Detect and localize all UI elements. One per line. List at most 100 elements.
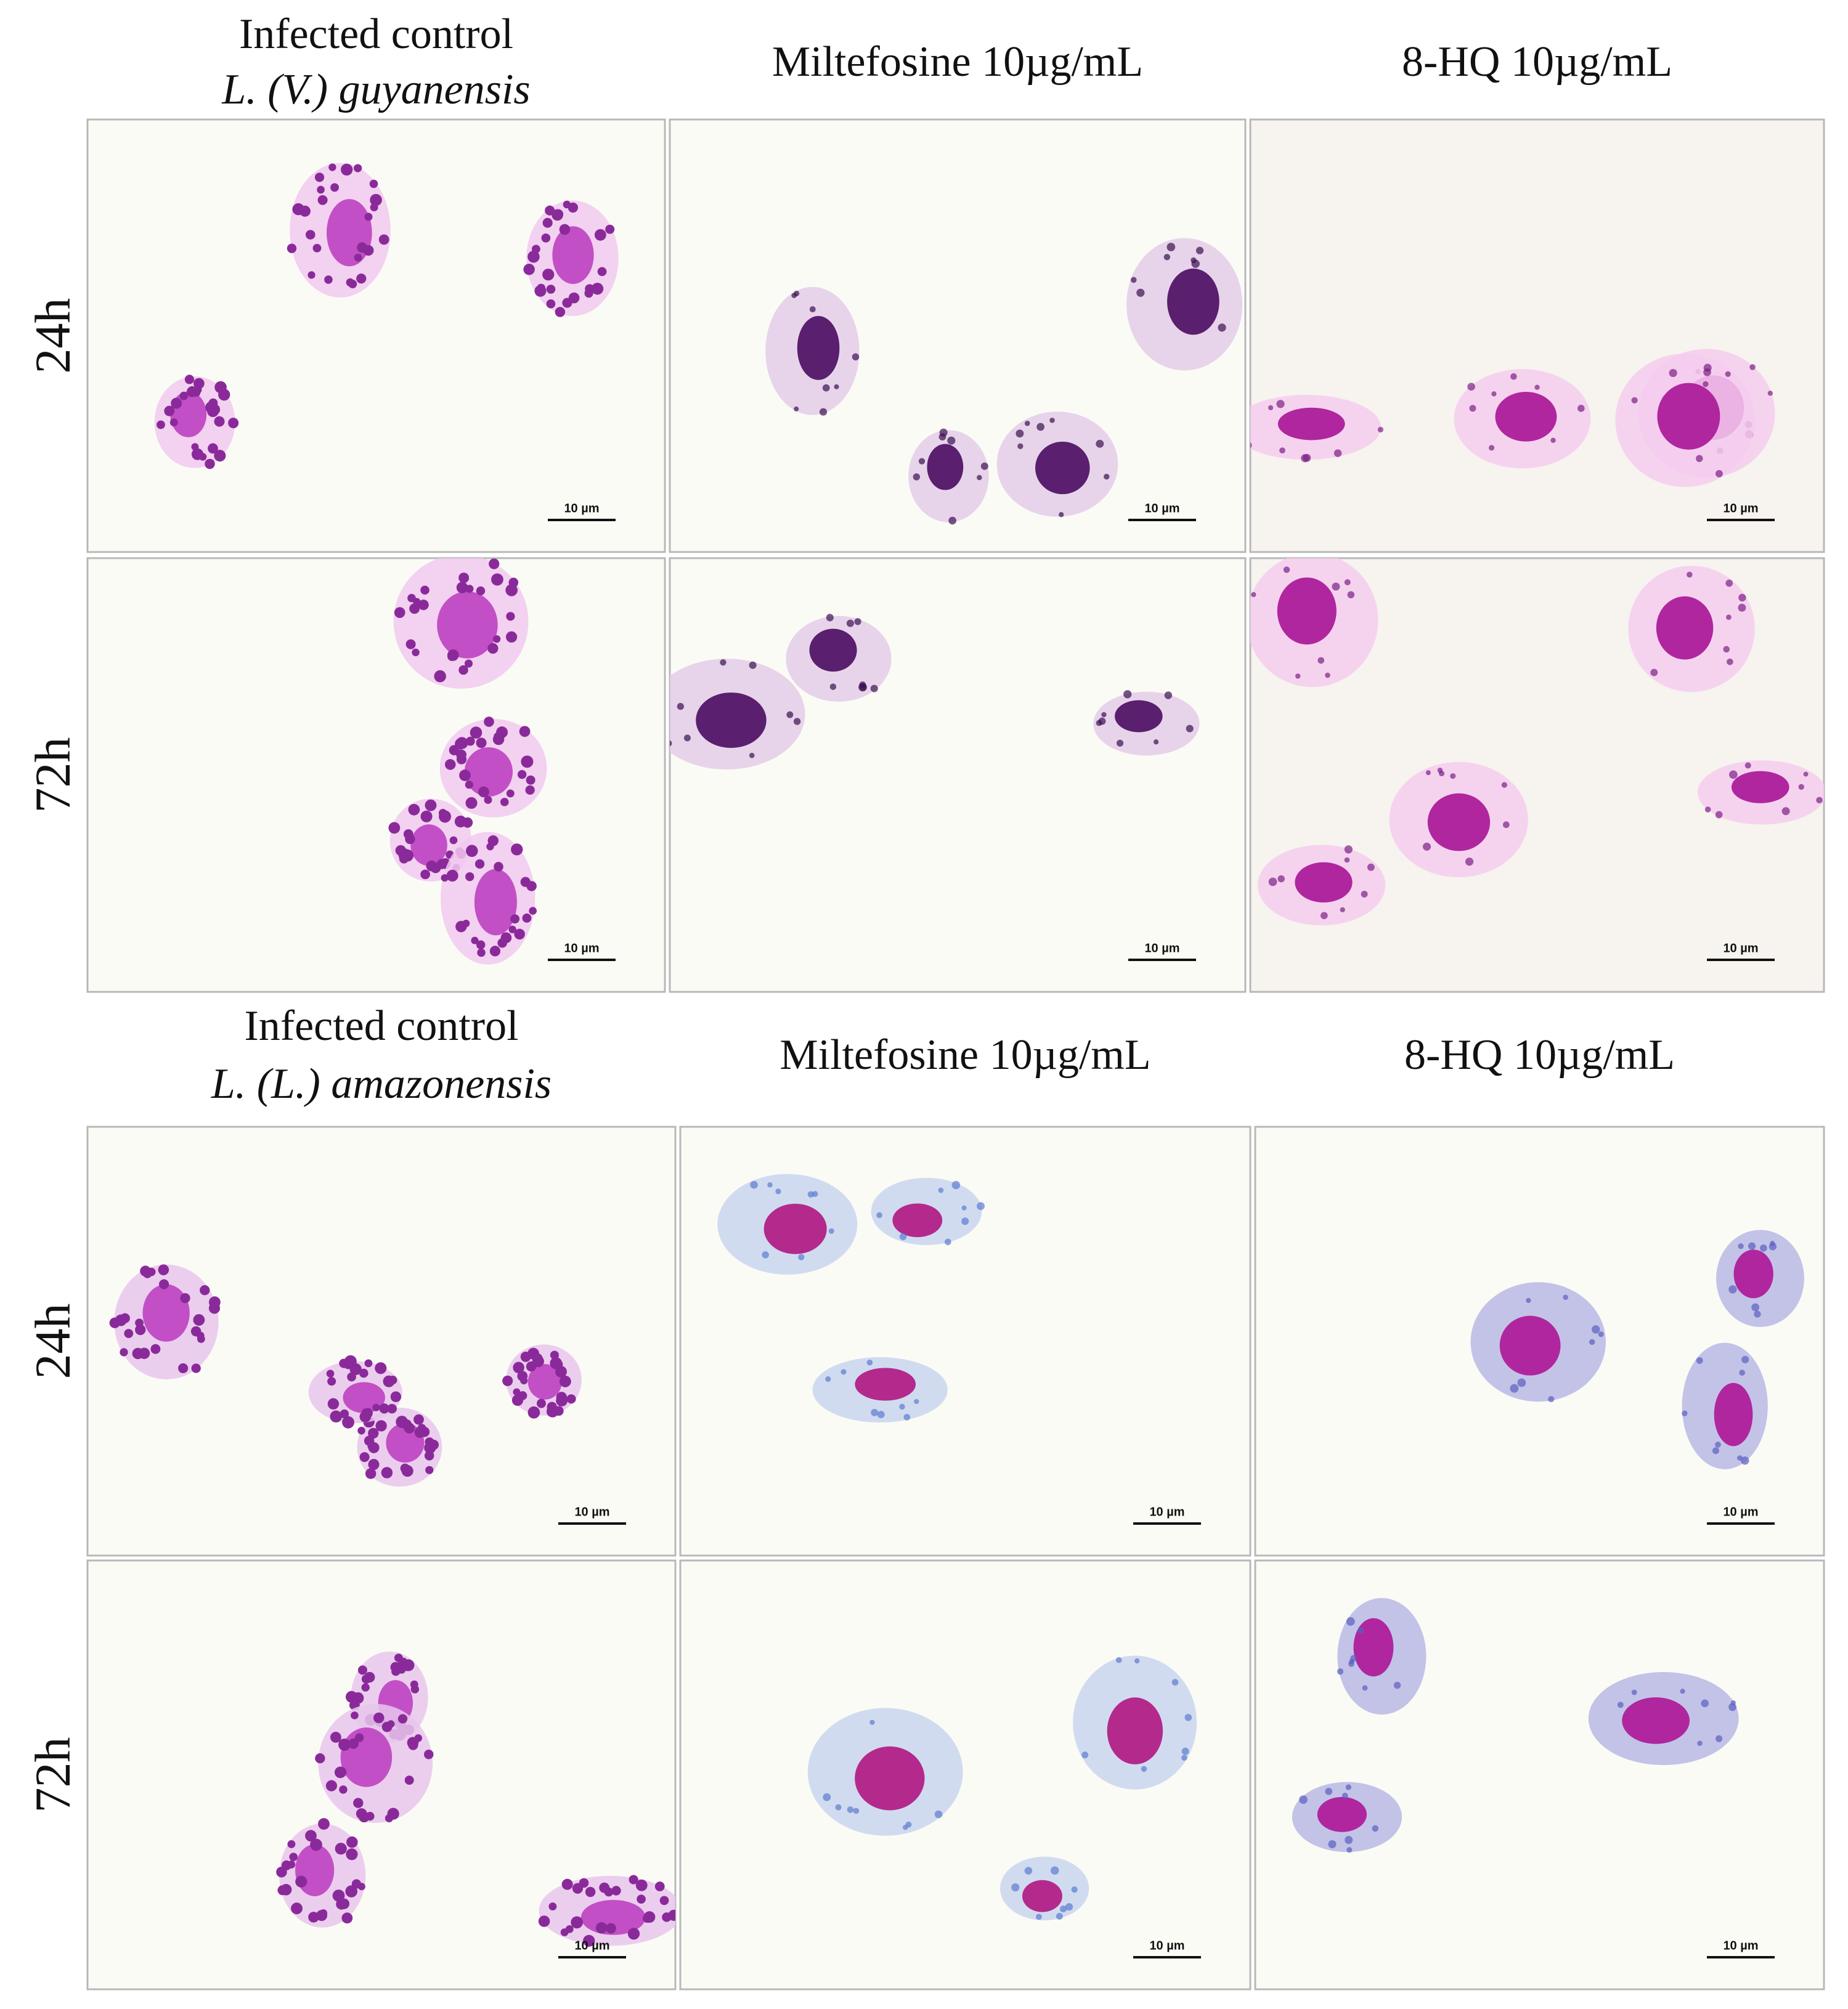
parasite (409, 603, 420, 614)
parasite (388, 1375, 397, 1385)
granule (1712, 1447, 1720, 1455)
nucleus (1167, 268, 1219, 335)
granule (1116, 739, 1124, 747)
granule (1251, 592, 1256, 598)
parasite (191, 1363, 201, 1373)
nucleus (855, 1368, 916, 1401)
granule (749, 752, 755, 758)
parasite (330, 1410, 343, 1423)
parasite (471, 936, 479, 944)
granule (1760, 1244, 1767, 1252)
parasite (359, 1411, 372, 1423)
parasite (356, 1808, 367, 1819)
granule (1362, 1685, 1368, 1691)
granule (1337, 1668, 1344, 1675)
parasite (546, 285, 556, 294)
parasite (341, 163, 353, 176)
parasite (454, 815, 466, 828)
parasite (513, 1362, 524, 1374)
row-label: 24h (25, 298, 81, 374)
panel-background (669, 557, 1247, 993)
granule (809, 306, 816, 313)
nucleus (1495, 392, 1557, 442)
granule (1669, 368, 1677, 378)
parasite (208, 1296, 221, 1309)
granule (1184, 1713, 1192, 1721)
granule (1134, 1658, 1140, 1664)
parasite (441, 874, 449, 882)
parasite (486, 843, 494, 851)
parasite (465, 736, 475, 746)
granule (1017, 443, 1024, 449)
micrograph-panel: 10 µm (669, 118, 1247, 553)
granule (1333, 449, 1342, 457)
parasite (410, 1680, 418, 1689)
parasite (398, 1657, 408, 1668)
parasite (470, 726, 482, 739)
granule (1250, 442, 1252, 448)
cells (807, 1655, 1197, 1921)
parasite (330, 183, 340, 192)
granule (918, 458, 926, 465)
granule (1050, 1866, 1059, 1875)
parasite (357, 1426, 365, 1435)
parasite (405, 639, 416, 649)
parasite (584, 288, 593, 298)
column-header: L. (V.) guyanensis (221, 66, 530, 113)
granule (1181, 1755, 1187, 1761)
parasite (179, 391, 189, 400)
parasite (521, 755, 534, 768)
parasite (595, 1922, 608, 1934)
granule (841, 1369, 847, 1375)
granule (1631, 397, 1638, 404)
parasite (510, 914, 520, 924)
granule (1096, 720, 1102, 726)
parasite (327, 1377, 336, 1386)
parasite (583, 1934, 595, 1947)
parasite (525, 785, 535, 795)
parasite (289, 1853, 298, 1861)
parasite (287, 1861, 296, 1869)
granule (1276, 400, 1285, 408)
parasite (317, 185, 325, 194)
parasite (404, 1776, 414, 1785)
scale-bar-label: 10 µm (574, 1939, 609, 1952)
granule (1081, 1751, 1089, 1759)
granule (1738, 1243, 1744, 1249)
parasite (487, 643, 499, 654)
parasite (359, 1452, 370, 1463)
parasite (375, 1420, 387, 1432)
parasite (494, 862, 503, 872)
granule (1748, 1242, 1756, 1250)
nucleus (1353, 1618, 1394, 1677)
parasite (491, 573, 503, 586)
granule (1502, 821, 1510, 829)
granule (1696, 455, 1703, 463)
parasite (637, 1894, 646, 1904)
granule (1739, 1370, 1745, 1376)
parasite (527, 250, 540, 263)
nucleus (1656, 596, 1714, 660)
parasite (447, 649, 459, 661)
granule (1181, 1747, 1189, 1755)
parasite (314, 172, 325, 182)
parasite (352, 1692, 364, 1704)
parasite (556, 1392, 568, 1403)
parasite (169, 418, 178, 427)
granule (1741, 1355, 1749, 1363)
granule (1344, 579, 1351, 586)
granule (749, 661, 757, 669)
granule (871, 1408, 879, 1416)
granule (1299, 1795, 1308, 1804)
granule (767, 1182, 773, 1188)
cells (154, 163, 619, 469)
granule (913, 473, 921, 481)
granule (1510, 1384, 1519, 1393)
micrograph-panel: 10 µm (1249, 557, 1825, 993)
granule (1104, 474, 1110, 480)
parasite (356, 274, 367, 284)
parasite (354, 164, 362, 172)
granule (1186, 724, 1194, 733)
row-label: 72h (25, 737, 81, 813)
parasite (287, 1840, 296, 1848)
